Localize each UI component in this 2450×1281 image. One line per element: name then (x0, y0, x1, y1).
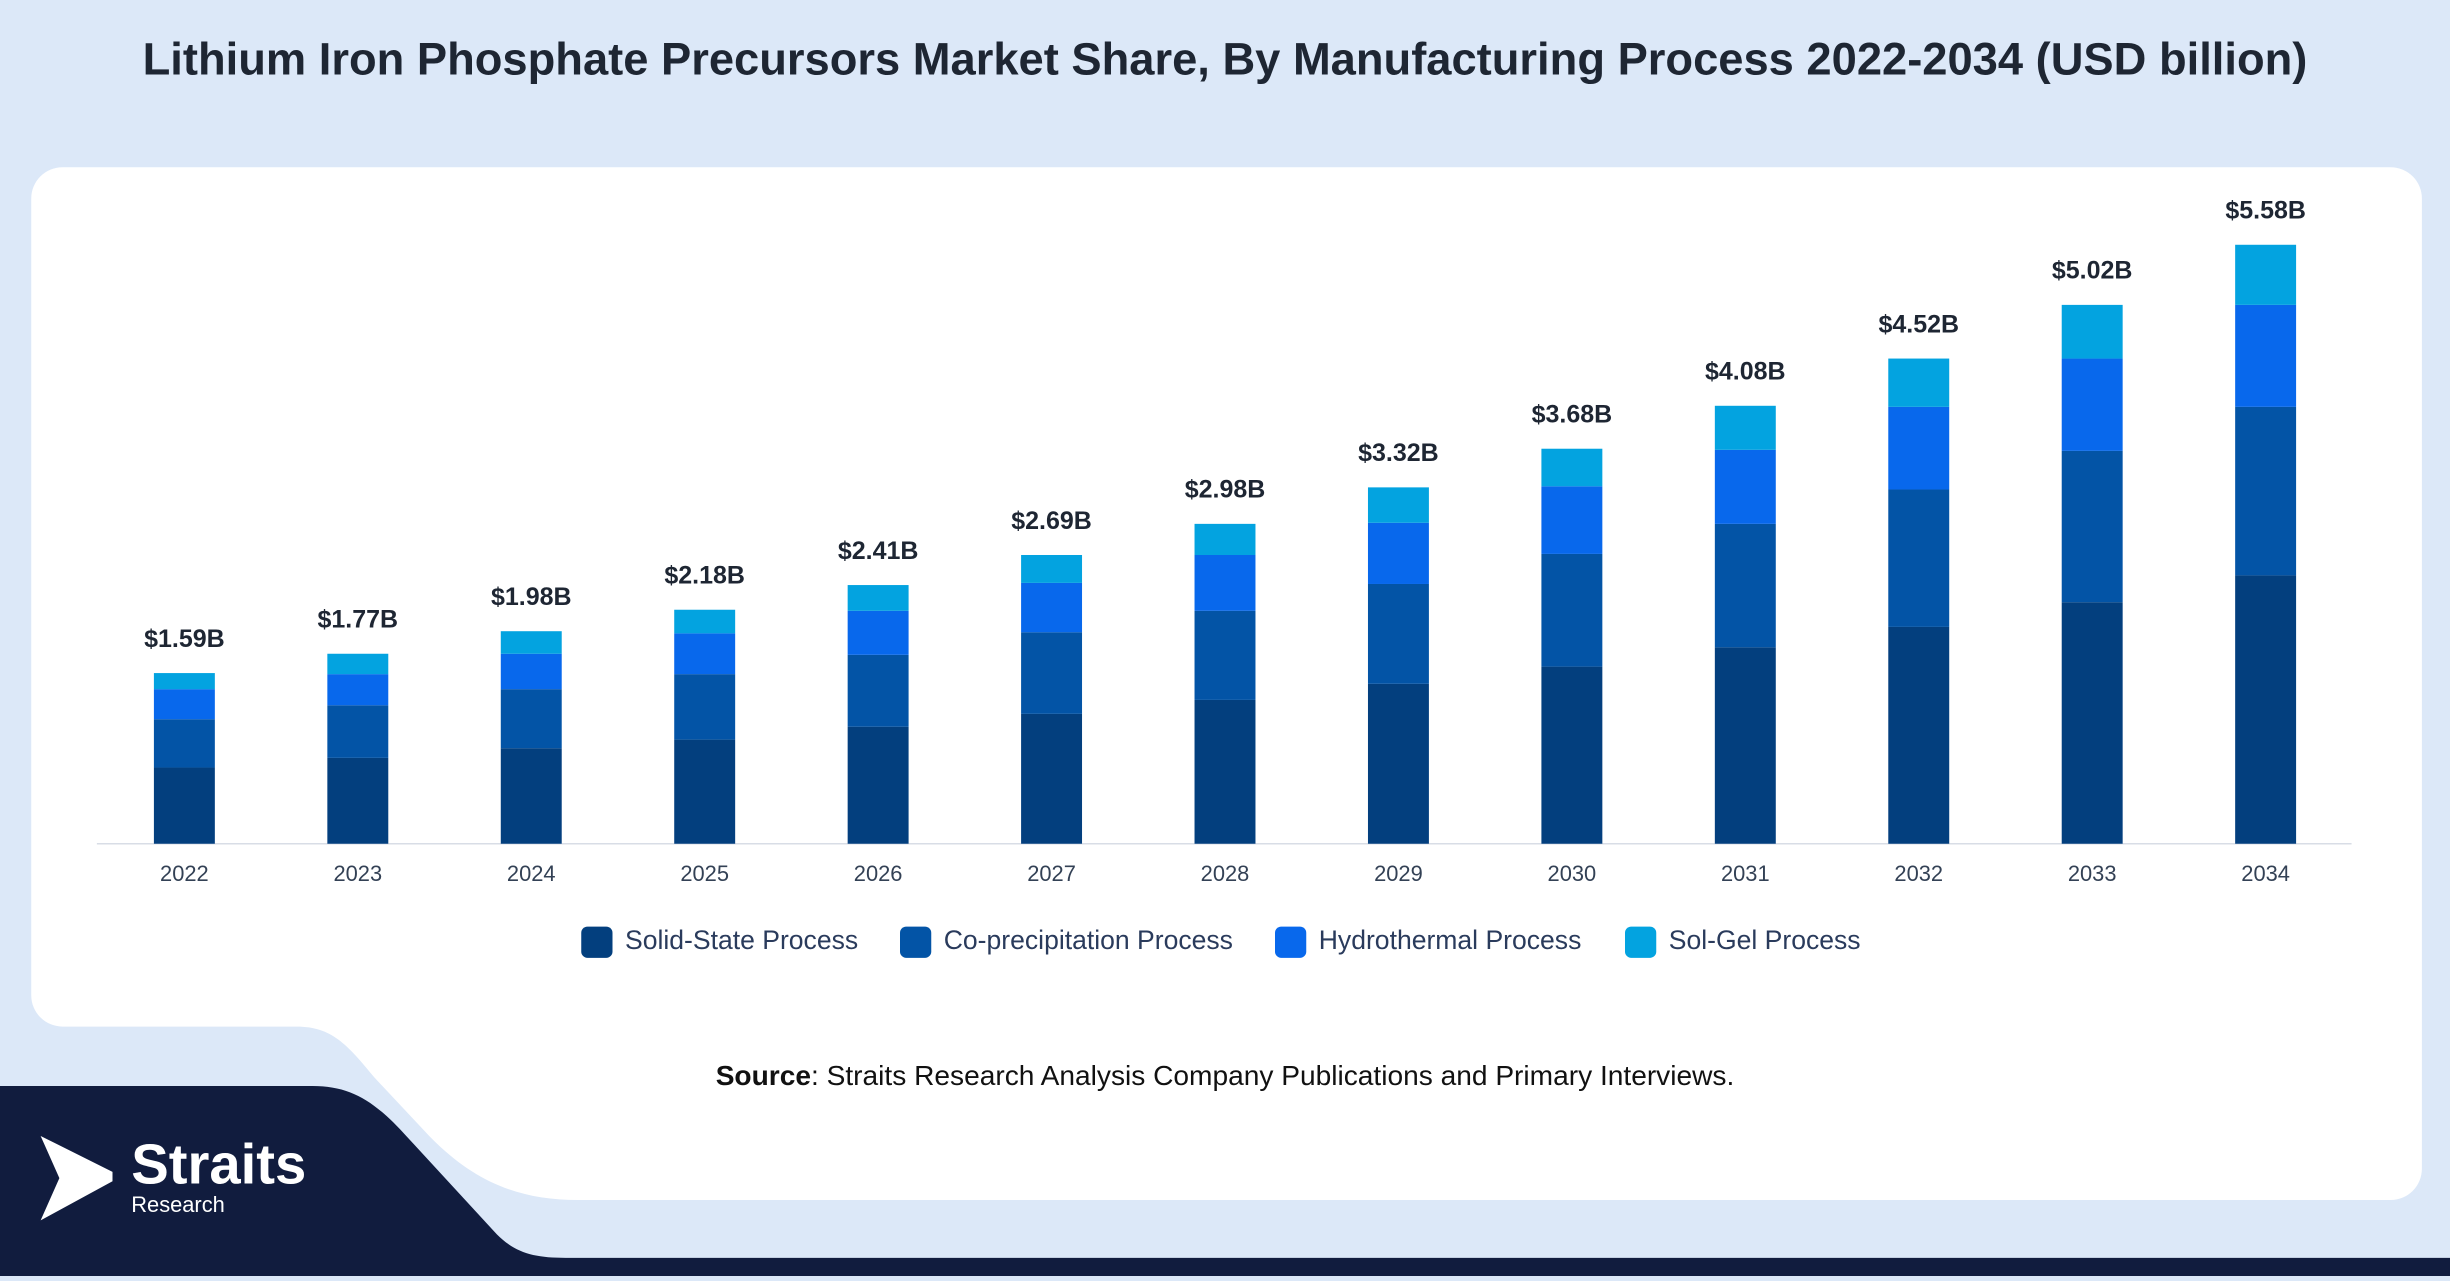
x-tick-label: 2022 (160, 861, 209, 886)
bar-segment (2235, 244, 2297, 305)
legend-label: Sol-Gel Process (1669, 925, 1861, 955)
bar-segment (153, 719, 215, 768)
legend-swatch (581, 926, 613, 958)
bar-segment (1714, 405, 1776, 450)
bar-segment (1888, 626, 1950, 844)
bar-segment (1888, 489, 1950, 627)
bar-segment (1021, 632, 1083, 714)
total-label: $5.02B (2052, 257, 2133, 285)
bar-segment (2235, 406, 2297, 576)
bar-segment (500, 689, 562, 749)
bar-segment (847, 585, 909, 611)
bar-segment (1714, 523, 1776, 648)
bar-segment (1194, 699, 1256, 844)
bar-segment (1194, 554, 1256, 611)
bar-segment (2061, 602, 2123, 844)
total-label: $1.77B (318, 606, 399, 634)
total-label: $2.41B (838, 537, 919, 565)
bar-segment (1194, 523, 1256, 555)
chart-title: Lithium Iron Phosphate Precursors Market… (143, 33, 2308, 84)
legend-swatch (1275, 926, 1307, 958)
x-tick-label: 2031 (1721, 861, 1770, 886)
bar-segment (1541, 448, 1603, 487)
logo-name: Straits (131, 1133, 306, 1196)
logo-icon (40, 1135, 113, 1221)
x-tick-label: 2033 (2068, 861, 2117, 886)
bar-segment (327, 674, 389, 706)
bar-segment (1541, 553, 1603, 667)
x-tick-label: 2024 (507, 861, 556, 886)
total-label: $1.59B (144, 625, 225, 653)
bar-segment (2061, 358, 2123, 451)
bar-segment (1888, 406, 1950, 490)
x-tick-label: 2025 (680, 861, 729, 886)
bar-segment (1194, 610, 1256, 700)
total-label: $1.98B (491, 583, 572, 611)
bar-segment (847, 726, 909, 844)
bar-segment (1367, 583, 1429, 684)
total-label: $2.18B (664, 562, 745, 590)
legend-swatch (900, 926, 932, 958)
logo-tagline: Research (131, 1192, 225, 1217)
x-tick-label: 2023 (333, 861, 382, 886)
legend-label: Co-precipitation Process (944, 925, 1233, 955)
bar-segment (1541, 666, 1603, 844)
x-tick-label: 2028 (1201, 861, 1250, 886)
bar-segment (500, 653, 562, 690)
bar-segment (2061, 304, 2123, 359)
source-text: : Straits Research Analysis Company Publ… (811, 1061, 1734, 1092)
x-tick-label: 2026 (854, 861, 903, 886)
bar-segment (500, 748, 562, 844)
bar-segment (327, 653, 389, 675)
bar-segment (1367, 683, 1429, 844)
bar-segment (2061, 450, 2123, 603)
legend-label: Hydrothermal Process (1319, 925, 1582, 955)
bar-segment (674, 674, 736, 740)
bar-segment (1021, 713, 1083, 844)
bar-segment (153, 689, 215, 720)
x-tick-label: 2032 (1894, 861, 1943, 886)
bar-segment (1888, 358, 1950, 407)
bar-segment (1021, 582, 1083, 633)
x-tick-label: 2029 (1374, 861, 1423, 886)
footer-band (0, 1085, 2450, 1276)
bar-segment (1714, 647, 1776, 844)
bar-segment (1021, 554, 1083, 583)
total-label: $2.69B (1011, 507, 1092, 535)
bar-segment (327, 705, 389, 758)
bar-segment (153, 673, 215, 690)
bar-segment (500, 631, 562, 654)
total-label: $5.58B (2225, 197, 2306, 225)
x-tick-label: 2030 (1548, 861, 1597, 886)
x-tick-label: 2034 (2241, 861, 2290, 886)
bar-segment (1541, 486, 1603, 554)
bar-segment (2235, 575, 2297, 844)
bar-segment (2235, 304, 2297, 407)
legend-label: Solid-State Process (625, 925, 858, 955)
legend-swatch (1625, 926, 1657, 958)
total-label: $2.98B (1185, 476, 1266, 504)
total-label: $3.68B (1532, 401, 1613, 429)
x-tick-label: 2027 (1027, 861, 1076, 886)
bar-segment (674, 633, 736, 675)
bar-segment (1367, 522, 1429, 584)
bar-segment (847, 654, 909, 727)
bar-segment (1367, 487, 1429, 523)
bar-segment (847, 610, 909, 655)
bar-segment (153, 767, 215, 844)
source-label: Source (716, 1061, 811, 1092)
bar-segment (327, 757, 389, 844)
bar-segment (1714, 449, 1776, 524)
bar-segment (674, 609, 736, 634)
total-label: $4.52B (1878, 310, 1959, 338)
total-label: $4.08B (1705, 358, 1786, 386)
source: Source: Straits Research Analysis Compan… (716, 1061, 1735, 1092)
total-label: $3.32B (1358, 439, 1439, 467)
bar-segment (674, 739, 736, 844)
